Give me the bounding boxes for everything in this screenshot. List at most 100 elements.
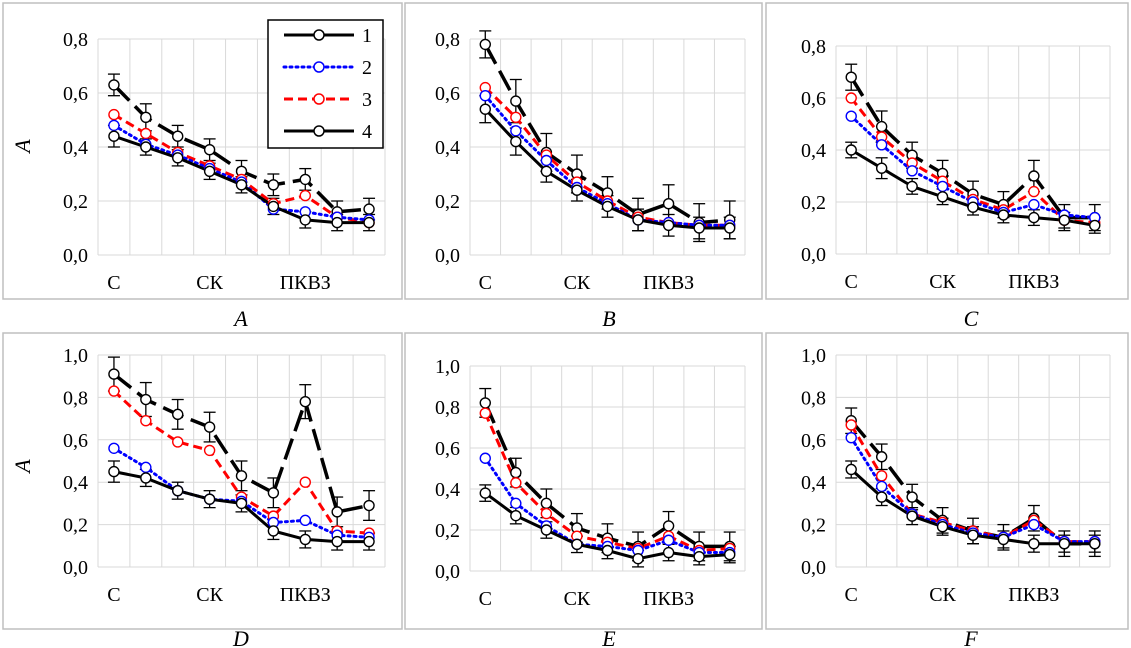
data-point-F-s1-6 [1028,537,1040,550]
x-tick-label-B-3: СК [564,272,591,294]
data-point-D-s1-0 [108,465,120,478]
data-point-D-s1-4 [235,497,248,510]
data-point-D-s2-1 [140,461,152,474]
data-point-B-s1-7 [693,222,705,234]
legend-entry-2: 2 [282,57,372,79]
x-tick-label-F-0: С [845,584,858,606]
data-point-A-s4-6 [299,173,311,186]
x-tick-label-D-3: СК [196,584,223,606]
x-tick-label-B-6: ПКВЗ [643,272,694,294]
panel-frame-F [765,332,1129,630]
y-tick-label-C-0: 0,0 [801,244,826,266]
data-point-A-s3-6 [299,189,311,202]
y-tick-label-B-2: 0,4 [435,137,460,159]
y-tick-label-D-3: 0,6 [63,430,88,452]
data-point-D-s4-8 [363,499,375,512]
y-tick-label-E-2: 0,4 [435,479,460,501]
legend-marker-1 [313,29,325,41]
data-point-D-s4-3 [203,421,216,433]
data-point-C-s1-7 [1058,214,1071,226]
legend: 1 2 3 4 [267,19,384,149]
data-point-A-s4-2 [172,130,184,142]
y-tick-label-B-0: 0,0 [435,245,460,267]
data-point-F-s2-6 [1028,518,1040,531]
data-point-E-s1-2 [540,524,553,536]
data-point-A-s4-5 [267,179,280,191]
legend-label-1: 1 [362,25,372,47]
data-point-E-s1-6 [662,546,675,559]
data-point-E-s4-1 [510,466,522,479]
data-point-D-s1-1 [140,472,152,484]
data-point-B-s3-1 [510,111,522,124]
legend-label-2: 2 [362,57,372,79]
data-point-A-s1-1 [140,141,152,153]
y-tick-label-B-4: 0,8 [435,29,460,51]
data-point-A-s1-8 [363,216,375,229]
data-point-A-s1-0 [108,130,120,142]
y-tick-label-A-4: 0,8 [63,29,88,51]
y-tick-label-F-0: 0,0 [801,557,826,579]
panel-frame-A [2,2,403,300]
y-tick-label-F-5: 1,0 [801,345,826,367]
y-tick-label-F-3: 0,6 [801,430,826,452]
legend-label-4: 4 [362,121,372,143]
x-tick-label-D-0: С [107,584,120,606]
data-point-F-s1-2 [906,510,918,522]
chart-E: 0,0 0,2 0,4 0,6 0,8 1,0 С СК ПКВЗ [435,356,746,610]
data-point-D-s3-0 [108,385,120,397]
data-point-B-s1-6 [662,219,675,232]
panel-label-E: E [601,626,616,648]
chart-F: 0,0 0,2 0,4 0,6 0,8 1,0 С СК ПКВЗ [801,345,1111,606]
data-point-C-s1-5 [997,209,1010,221]
y-tick-label-F-1: 0,2 [801,515,826,537]
x-tick-label-E-3: СК [564,588,591,610]
data-point-E-s1-1 [510,509,522,522]
data-point-E-s3-1 [510,477,522,489]
data-point-C-s3-0 [845,92,857,104]
x-tick-label-F-6: ПКВЗ [1008,584,1059,606]
panel-label-D: D [232,626,249,648]
panel-frame-C [765,2,1129,300]
data-point-C-s1-1 [875,162,888,174]
data-point-D-s1-5 [267,525,280,537]
data-point-D-s4-2 [172,408,184,421]
chart-B: 0,0 0,2 0,4 0,6 0,8 С СК ПКВЗ [435,29,746,294]
data-point-E-s1-3 [571,538,583,551]
legend-label-3: 3 [362,89,372,111]
data-point-B-s2-1 [510,125,522,137]
data-point-C-s3-6 [1028,185,1040,198]
panel-frame-D [2,332,403,630]
data-point-B-s4-0 [479,38,491,51]
legend-marker-3 [313,93,325,105]
data-point-E-s4-0 [479,397,491,409]
y-tick-label-E-5: 1,0 [435,356,460,378]
y-tick-label-D-2: 0,4 [63,472,88,494]
y-tick-label-E-4: 0,8 [435,397,460,419]
data-point-A-s1-5 [267,200,280,213]
y-tick-label-C-1: 0,2 [801,192,826,214]
data-point-C-s1-6 [1028,211,1040,224]
data-point-F-s2-0 [845,431,857,444]
y-tick-label-A-3: 0,6 [63,83,88,105]
data-point-C-s1-0 [845,144,857,156]
data-point-D-s4-7 [331,506,343,518]
data-point-D-s4-4 [235,470,248,482]
data-point-A-s3-0 [108,108,120,121]
x-tick-label-F-3: СК [929,584,956,606]
data-point-F-s4-2 [906,491,918,503]
data-point-C-s2-6 [1028,198,1040,211]
data-point-C-s1-4 [967,201,979,213]
y-tick-label-A-2: 0,4 [63,137,88,159]
data-point-D-s1-8 [363,535,375,548]
series-line-D-2 [112,446,371,539]
series-line-B-3 [484,86,730,227]
x-tick-label-A-6: ПКВЗ [280,272,331,294]
data-point-A-s1-3 [203,165,216,178]
data-point-A-s4-3 [203,143,216,156]
data-point-B-s1-0 [479,103,491,115]
data-point-F-s1-7 [1058,537,1071,550]
chart-A: 0,0 0,2 0,4 0,6 0,8 С СК ПКВЗ [63,29,386,294]
y-axis-label-A: A [10,139,35,155]
